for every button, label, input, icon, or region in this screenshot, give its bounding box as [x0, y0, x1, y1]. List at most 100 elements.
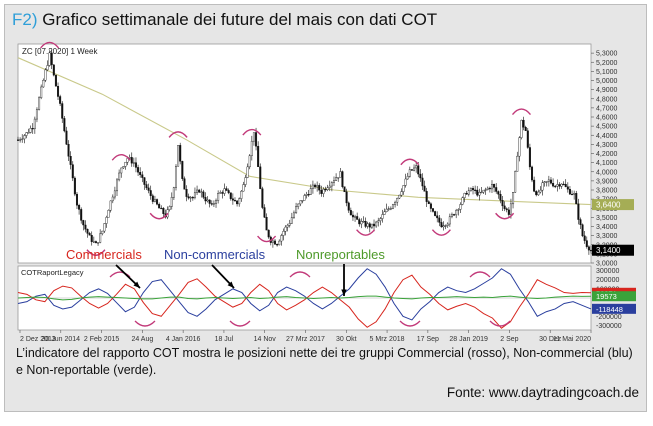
candle-body: [276, 244, 279, 246]
cot-value-label-box: [592, 303, 636, 314]
candle-body: [292, 212, 295, 218]
y-tick-label: 4,1000: [596, 160, 618, 167]
y-tick-label: 4,7000: [596, 105, 618, 112]
x-tick-label: 14 Nov: [254, 336, 277, 343]
cot-extreme-arc: [489, 320, 511, 327]
candle-body: [533, 179, 536, 192]
bottom-highlight-arc: [495, 212, 515, 220]
candle-body: [512, 191, 515, 205]
candle-body: [309, 188, 312, 195]
candle-body: [524, 127, 527, 131]
candle-body: [467, 190, 470, 195]
candle-body: [432, 208, 435, 212]
candle-body: [185, 189, 188, 197]
candle-body: [314, 184, 317, 188]
candle-body: [568, 189, 571, 195]
candle-body: [554, 185, 557, 188]
candle-body: [499, 193, 502, 201]
candle-body: [528, 147, 531, 168]
candle-body: [366, 223, 369, 227]
candle-body: [522, 119, 525, 128]
candle-body: [438, 217, 441, 223]
candle-body: [158, 204, 161, 209]
candle-body: [571, 193, 574, 196]
candle-body: [495, 187, 498, 192]
candle-body: [111, 196, 114, 202]
candle-body: [345, 191, 348, 204]
candle-body: [381, 214, 384, 219]
annotation-non-commercials: Non-commercials: [164, 247, 266, 262]
y-tick-label: 5,0000: [596, 78, 618, 85]
candle-body: [318, 185, 321, 191]
candle-body: [170, 197, 173, 207]
candle-body: [217, 193, 220, 201]
candle-body: [223, 188, 226, 194]
candle-body: [141, 174, 144, 178]
candle-body: [215, 200, 218, 204]
candle-body: [539, 189, 542, 193]
y-tick-label: 3,0000: [596, 261, 618, 268]
candle-body: [46, 65, 49, 71]
candle-body: [549, 179, 552, 184]
candle-body: [377, 220, 380, 223]
candle-body: [375, 221, 378, 227]
candle-body: [585, 240, 588, 247]
candle-body: [564, 184, 567, 187]
candle-body: [61, 103, 64, 119]
price-label-text: 3,6400: [596, 201, 621, 210]
x-tick-label: 30 Jun 2014: [42, 336, 81, 343]
annotation-arrowhead: [227, 281, 234, 288]
annotation-nonreportables: Nonreportables: [296, 247, 385, 262]
candle-body: [156, 199, 159, 205]
candle-body: [442, 225, 445, 228]
candle-body: [250, 140, 253, 156]
candle-body: [497, 191, 500, 195]
candle-body: [31, 128, 34, 130]
candle-body: [50, 52, 53, 66]
x-tick-label: 17 Sep: [417, 336, 439, 343]
candle-body: [469, 188, 472, 191]
candle-body: [457, 209, 460, 211]
candle-body: [193, 192, 196, 198]
candle-body: [531, 166, 534, 181]
cot-series-line: [17, 268, 592, 321]
candle-body: [440, 222, 443, 228]
candle-body: [71, 164, 74, 179]
x-tick-label: 30 Dez: [539, 336, 562, 343]
candle-body: [402, 185, 405, 192]
y-tick-label: 3,4000: [596, 224, 618, 231]
price-panel-title: ZC [07.2020] 1 Week: [22, 47, 98, 56]
y-tick-label: 4,3000: [596, 142, 618, 149]
bottom-highlight-arc: [257, 235, 277, 243]
figure-title-text: Grafico settimanale dei future del mais …: [42, 10, 438, 29]
y-tick-label: 4,9000: [596, 87, 618, 94]
candle-body: [99, 233, 102, 243]
candle-body: [541, 182, 544, 191]
candle-body: [97, 242, 100, 244]
cot-value-label-text: 19573: [596, 292, 617, 301]
candle-body: [337, 177, 340, 179]
candle-body: [290, 217, 293, 224]
candle-body: [210, 203, 213, 205]
candle-body: [556, 184, 559, 187]
candle-body: [153, 199, 156, 202]
candle-body: [54, 74, 57, 87]
candle-body: [147, 187, 150, 191]
candle-body: [472, 188, 475, 191]
candle-body: [368, 223, 371, 228]
candle-body: [204, 197, 207, 202]
candle-body: [335, 177, 338, 181]
candle-body: [297, 203, 300, 207]
candle-body: [429, 203, 432, 209]
x-tick-label: 24 Aug: [131, 336, 153, 343]
candle-body: [225, 188, 228, 191]
candle-body: [423, 185, 426, 192]
candle-body: [299, 200, 302, 205]
candle-body: [84, 224, 87, 230]
top-highlight-arc: [40, 41, 60, 49]
candle-body: [246, 166, 249, 178]
candle-body: [583, 235, 586, 241]
candle-body: [202, 191, 205, 198]
candle-body: [391, 204, 394, 209]
candle-body: [330, 182, 333, 187]
